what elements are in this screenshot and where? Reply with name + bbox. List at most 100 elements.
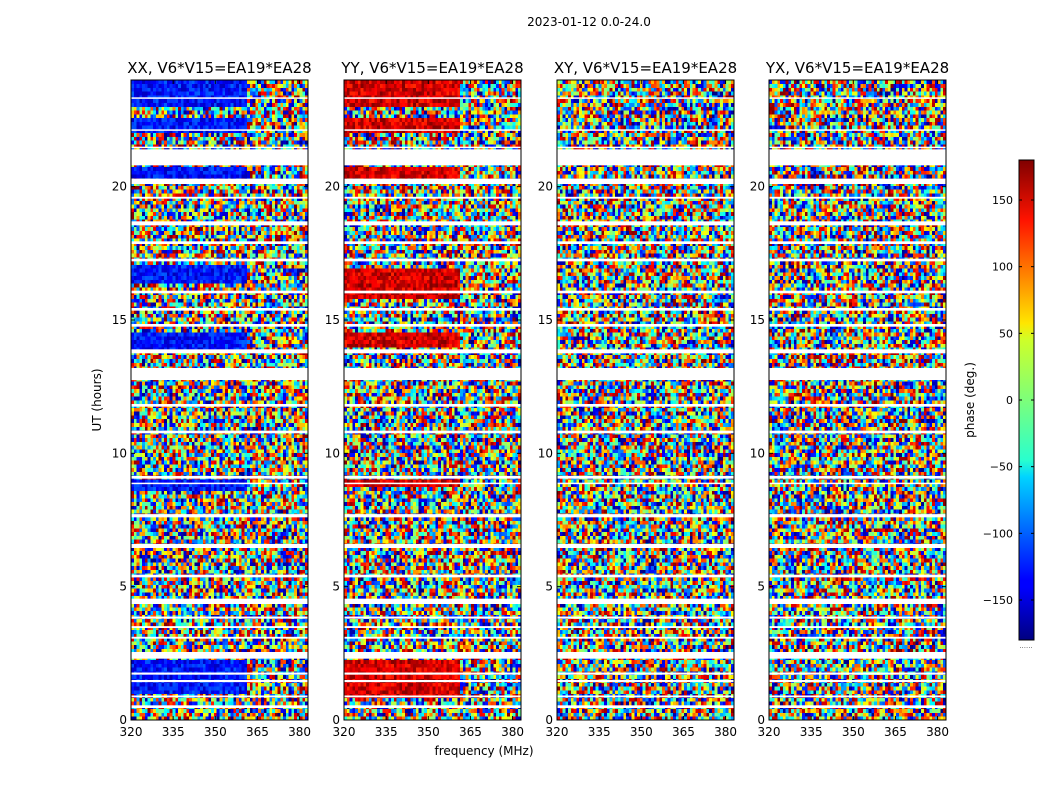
heatmap-cell	[131, 712, 135, 717]
heatmap-cell	[247, 716, 251, 721]
heatmap-cell	[233, 550, 237, 555]
heatmap-cell	[205, 712, 209, 717]
heatmap-cell	[191, 667, 196, 672]
heatmap-cell	[178, 697, 182, 702]
heatmap-cell	[216, 595, 220, 600]
heatmap-cell	[299, 535, 303, 540]
heatmap-cell	[180, 689, 184, 695]
heatmap-cell	[180, 629, 184, 634]
heatmap-cell	[227, 561, 231, 567]
heatmap-cell	[225, 509, 229, 514]
heatmap-cell	[291, 682, 295, 687]
heatmap-cell	[133, 561, 137, 567]
heatmap-cell	[172, 558, 176, 563]
heatmap-cell	[200, 494, 204, 499]
heatmap-cell	[238, 535, 243, 540]
heatmap-cell	[189, 460, 193, 465]
heatmap-cell	[144, 708, 148, 713]
heatmap-cell	[241, 659, 245, 664]
heatmap-cell	[180, 482, 184, 487]
heatmap-cell	[180, 588, 184, 593]
heatmap-cell	[272, 509, 276, 514]
heatmap-cell	[299, 486, 303, 491]
heatmap-cell	[200, 445, 204, 450]
heatmap-cell	[241, 592, 245, 597]
heatmap-cell	[189, 569, 193, 574]
heatmap-cell	[291, 479, 295, 484]
heatmap-cell	[175, 516, 179, 521]
heatmap-cell	[136, 479, 140, 484]
heatmap-cell	[142, 554, 146, 559]
heatmap-cell	[208, 592, 212, 597]
heatmap-cell	[216, 524, 220, 529]
heatmap-cell	[283, 505, 287, 510]
heatmap-cell	[230, 576, 234, 582]
heatmap-cell	[258, 580, 262, 585]
heatmap-cell	[191, 610, 196, 615]
heatmap-cell	[205, 437, 209, 442]
heatmap-cell	[288, 689, 292, 695]
heatmap-cell	[147, 539, 151, 544]
heatmap-cell	[139, 640, 143, 646]
heatmap-cell	[164, 595, 168, 600]
heatmap-cell	[205, 441, 209, 446]
heatmap-cell	[139, 445, 143, 450]
heatmap-cell	[144, 482, 148, 487]
heatmap-cell	[252, 689, 256, 695]
heatmap-cell	[144, 603, 148, 608]
heatmap-cell	[291, 554, 295, 559]
heatmap-cell	[233, 464, 237, 469]
heatmap-cell	[302, 554, 306, 559]
heatmap-cell	[272, 648, 276, 653]
heatmap-cell	[230, 712, 234, 717]
heatmap-cell	[236, 554, 240, 559]
heatmap-cell	[236, 607, 240, 612]
heatmap-cell	[283, 494, 287, 499]
heatmap-cell	[255, 448, 259, 454]
heatmap-cell	[302, 509, 306, 514]
heatmap-cell	[269, 595, 273, 600]
heatmap-cell	[139, 595, 143, 600]
heatmap-cell	[200, 486, 204, 491]
heatmap-cell	[205, 490, 209, 495]
heatmap-cell	[263, 550, 267, 555]
heatmap-cell	[178, 490, 182, 495]
heatmap-cell	[161, 689, 165, 695]
heatmap-cell	[131, 561, 135, 567]
heatmap-cell	[161, 456, 165, 461]
heatmap-cell	[161, 437, 165, 442]
heatmap-cell	[197, 674, 201, 679]
heatmap-cell	[219, 667, 223, 672]
heatmap-cell	[211, 592, 215, 597]
heatmap-cell	[213, 433, 218, 439]
heatmap-cell	[225, 588, 229, 593]
heatmap-cell	[144, 689, 148, 695]
heatmap-cell	[189, 576, 193, 582]
heatmap-cell	[225, 663, 229, 668]
heatmap-cell	[213, 565, 218, 570]
heatmap-cell	[283, 682, 287, 687]
heatmap-cell	[147, 520, 151, 525]
heatmap-cell	[213, 479, 218, 484]
heatmap-cell	[299, 708, 303, 713]
heatmap-cell	[291, 464, 295, 469]
heatmap-cell	[266, 607, 270, 612]
heatmap-cell	[202, 550, 207, 555]
heatmap-cell	[197, 539, 201, 544]
heatmap-cell	[285, 618, 290, 623]
heatmap-cell	[285, 716, 290, 721]
heatmap-cell	[269, 558, 273, 563]
heatmap-cell	[238, 561, 243, 567]
heatmap-cell	[161, 460, 165, 465]
heatmap-cell	[266, 584, 270, 589]
heatmap-cell	[263, 640, 267, 646]
heatmap-cell	[158, 535, 162, 540]
heatmap-cell	[294, 437, 298, 442]
heatmap-cell	[161, 471, 165, 476]
heatmap-cell	[164, 712, 168, 717]
heatmap-cell	[285, 659, 290, 664]
heatmap-cell	[263, 546, 267, 551]
heatmap-cell	[208, 464, 212, 469]
heatmap-cell	[139, 648, 143, 653]
heatmap-cell	[305, 528, 309, 533]
